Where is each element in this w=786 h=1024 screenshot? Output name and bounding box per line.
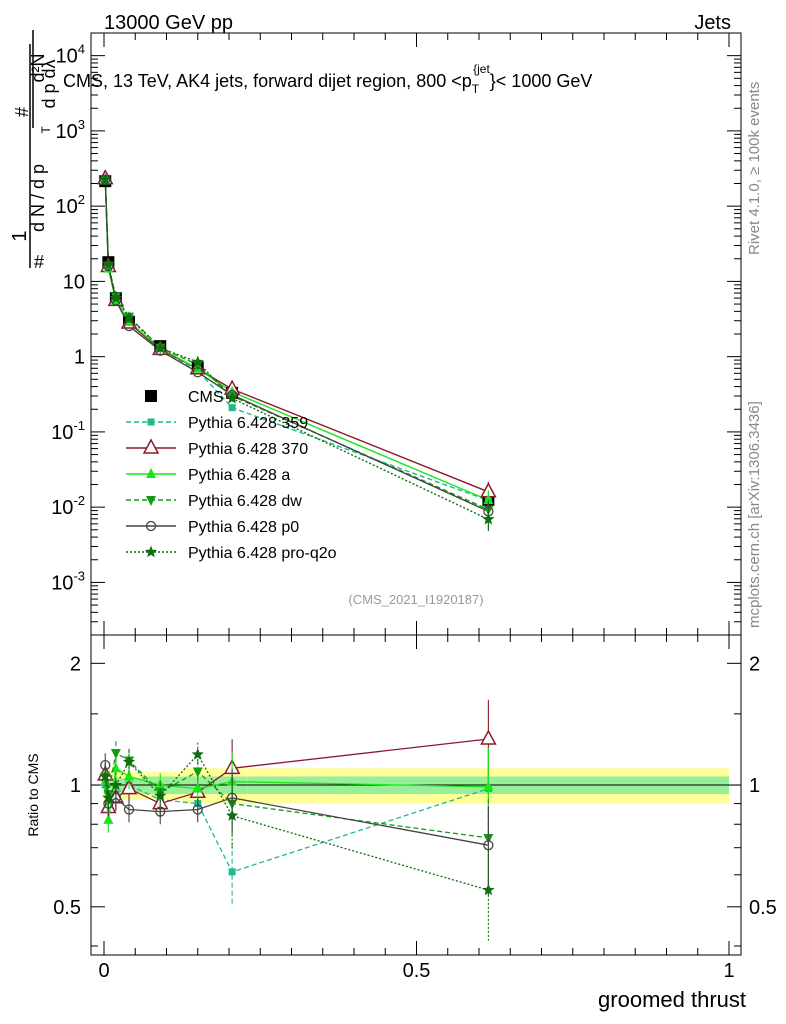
legend-marker (144, 545, 158, 558)
ratio-point (123, 804, 135, 815)
ylabel-hash-top: # (12, 107, 32, 117)
ratio-point (122, 755, 136, 768)
data-point (191, 355, 204, 368)
analysis-tag: (CMS_2021_I1920187) (348, 592, 483, 607)
x-tick-label: 0 (98, 960, 109, 982)
legend: CMS Pythia 6.428 359 Pythia 6.428 370 Pythi… (126, 389, 337, 562)
side-label-top: Rivet 4.1.0, ≥ 100k events (746, 82, 763, 255)
ratio-ylabel: Ratio to CMS (25, 753, 41, 836)
ylabel-one: 1 (9, 230, 31, 241)
data-point (109, 291, 123, 304)
side-label-bottom: mcplots.cern.ch [arXiv:1306.3436] (746, 401, 763, 628)
ratio-ytick-label-right: 1 (749, 775, 760, 797)
ratio-point (155, 806, 166, 817)
legend-label: CMS (188, 389, 224, 406)
legend-marker (147, 418, 155, 426)
ratio-point (192, 804, 203, 815)
data-point (482, 512, 495, 525)
data-point (122, 311, 136, 323)
ratio-point (192, 767, 203, 778)
legend-label: Pythia 6.428 pro-q2o (188, 545, 337, 562)
main-ytick-label: 10-1 (51, 418, 85, 444)
ratio-point (103, 813, 114, 824)
legend-label: Pythia 6.428 359 (188, 415, 308, 432)
data-point (192, 367, 203, 378)
main-ytick-label: 1 (74, 347, 85, 369)
main-ytick-label: 104 (56, 42, 85, 68)
main-ytick-label: 103 (56, 117, 85, 143)
data-point (483, 494, 494, 505)
legend-label: Pythia 6.428 370 (188, 441, 308, 458)
ratio-ytick-label-right: 2 (749, 653, 760, 675)
ratio-ytick-label: 1 (70, 775, 81, 797)
ylabel-dpt-dlambda: d p dλ (39, 59, 59, 108)
data-point (228, 404, 236, 412)
ratio-series-line (104, 765, 489, 846)
ratio-point (192, 782, 203, 793)
ylabel-d2n: d²N (28, 53, 48, 82)
ratio-point (110, 749, 121, 760)
ratio-point (480, 729, 497, 745)
legend-label: Pythia 6.428 dw (188, 493, 302, 510)
main-panel: 10-3 10-2 10-1 1 10 102 103 104 (51, 32, 742, 636)
ratio-point (191, 748, 204, 760)
main-ytick-label: 10 (63, 271, 85, 293)
legend-label: Pythia 6.428 p0 (188, 519, 299, 536)
ratio-point (483, 840, 494, 851)
data-point (99, 173, 112, 185)
x-axis-label: groomed thrust (598, 987, 746, 1012)
data-point (154, 341, 167, 354)
ratio-point (109, 778, 123, 791)
legend-marker (146, 496, 156, 506)
ratio-ytick-label: 0.5 (53, 897, 81, 919)
data-point (225, 391, 239, 404)
ratio-point (102, 791, 115, 804)
legend-marker (146, 468, 156, 478)
main-ytick-label: 102 (56, 192, 85, 218)
ratio-panel: 0.5 0.5 1 1 2 2 0 0.5 1 (53, 634, 777, 982)
ylabel-dn-dpt: d N / d p (28, 164, 48, 232)
main-ytick-label: 10-3 (51, 568, 85, 594)
main-ytick-label: 10-2 (51, 493, 85, 519)
data-point (102, 257, 115, 270)
legend-marker (145, 520, 157, 532)
ratio-series-line (104, 767, 489, 820)
header-left: 13000 GeV pp (104, 12, 233, 34)
ratio-point (483, 780, 494, 791)
ylabel-sub-t: T (39, 126, 53, 134)
ratio-series-line (104, 753, 489, 891)
ratio-point (99, 770, 112, 782)
x-tick-label: 0.5 (403, 960, 431, 982)
chart-title: CMS, 13 TeV, AK4 jets, forward dijet reg… (63, 62, 592, 96)
ratio-point (482, 883, 495, 896)
legend-marker (142, 438, 160, 454)
ylabel-hash-left: # (34, 252, 44, 272)
ratio-series-line (104, 751, 489, 839)
legend-marker (145, 390, 157, 402)
ratio-ytick-label: 2 (70, 653, 81, 675)
ratio-point (228, 868, 236, 876)
ratio-point (154, 789, 167, 802)
data-point (123, 320, 135, 332)
ratio-point (226, 792, 238, 803)
x-tick-label: 1 (723, 960, 734, 982)
legend-label: Pythia 6.428 a (188, 467, 290, 484)
ratio-point (225, 809, 239, 821)
main-ylabel: # 1 d N / d p T # d²N d p dλ (9, 30, 59, 272)
ratio-ytick-label-right: 0.5 (749, 897, 777, 919)
header-right: Jets (694, 12, 731, 34)
ratio-point (124, 770, 134, 781)
